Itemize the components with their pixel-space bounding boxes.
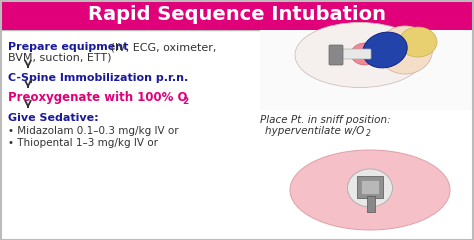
Text: 2: 2 [366,130,371,138]
Text: • Midazolam 0.1–0.3 mg/kg IV or: • Midazolam 0.1–0.3 mg/kg IV or [8,126,179,136]
Ellipse shape [290,150,450,230]
FancyBboxPatch shape [357,176,383,198]
FancyBboxPatch shape [361,180,379,194]
Text: C-Spine Immobilization p.r.n.: C-Spine Immobilization p.r.n. [8,73,188,83]
FancyBboxPatch shape [334,49,371,59]
Text: • Thiopental 1–3 mg/kg IV or: • Thiopental 1–3 mg/kg IV or [8,138,158,148]
Ellipse shape [363,32,407,68]
Ellipse shape [399,27,437,57]
Ellipse shape [347,169,392,207]
Text: BVM, suction, ETT): BVM, suction, ETT) [8,53,111,63]
Ellipse shape [351,43,379,65]
Text: Prepare equipment: Prepare equipment [8,42,128,52]
Text: Place Pt. in sniff position:: Place Pt. in sniff position: [260,115,390,125]
Ellipse shape [377,26,432,74]
FancyBboxPatch shape [0,0,474,30]
Text: Give Sedative:: Give Sedative: [8,113,99,123]
FancyBboxPatch shape [260,30,474,110]
Ellipse shape [295,23,425,88]
FancyBboxPatch shape [0,30,474,240]
Text: hyperventilate w/O: hyperventilate w/O [265,126,365,136]
Text: 2: 2 [182,96,188,106]
Text: (IV, ECG, oximeter,: (IV, ECG, oximeter, [107,42,216,52]
Text: Preoxygenate with 100% O: Preoxygenate with 100% O [8,91,188,104]
FancyBboxPatch shape [329,45,343,65]
Text: Rapid Sequence Intubation: Rapid Sequence Intubation [88,6,386,24]
FancyBboxPatch shape [367,196,375,212]
